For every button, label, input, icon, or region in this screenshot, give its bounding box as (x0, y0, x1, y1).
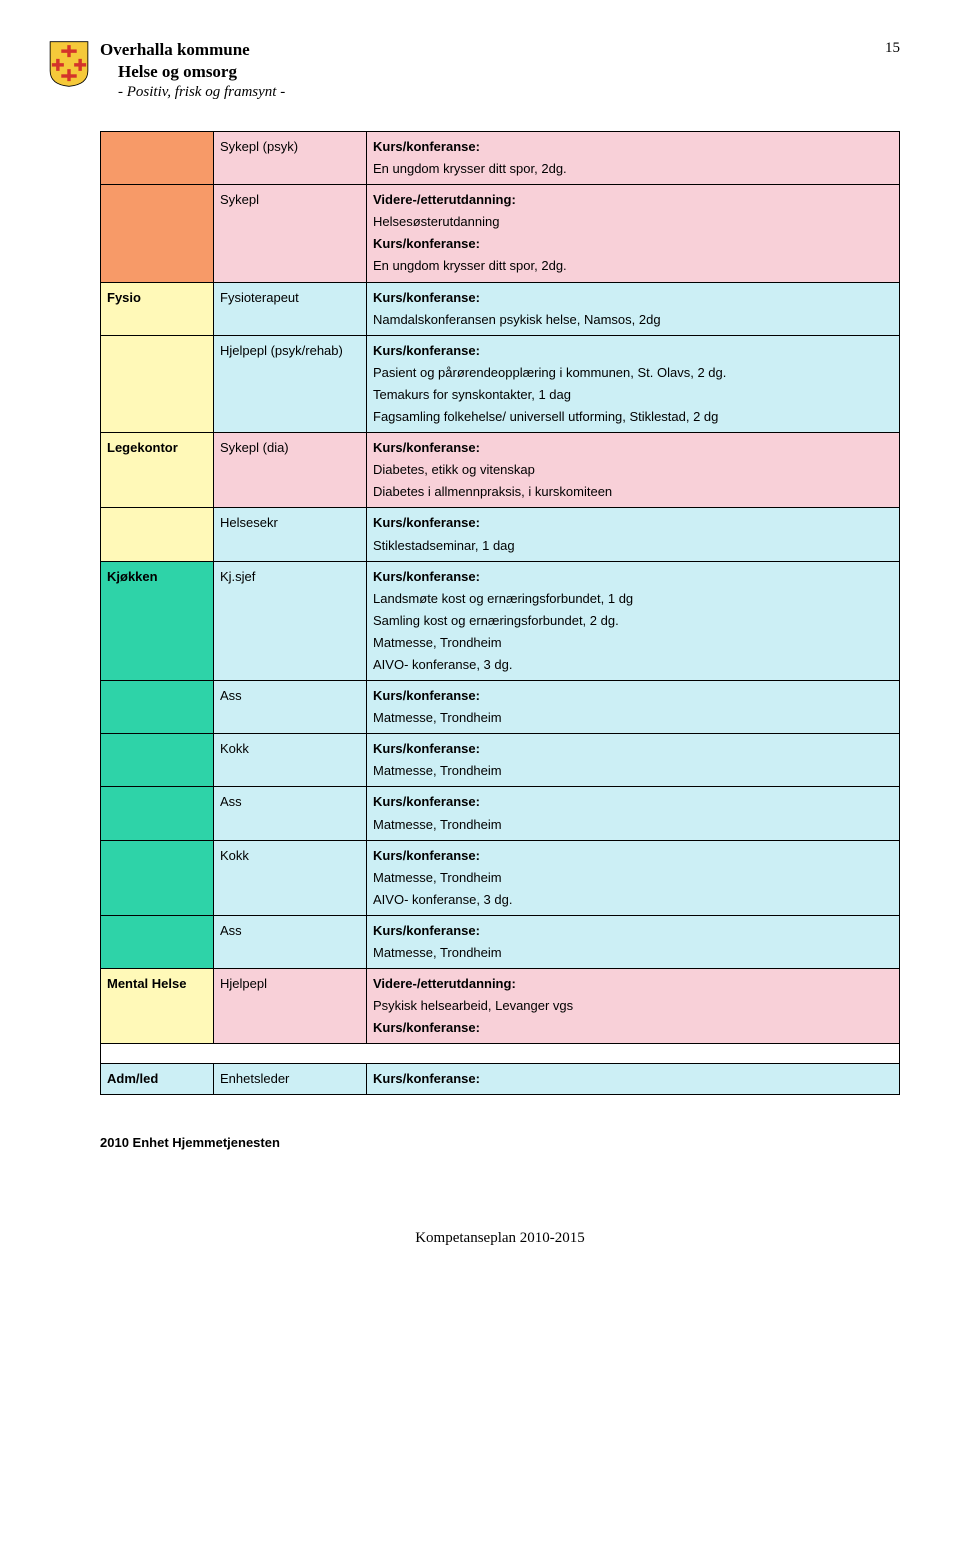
header-subtitle: Helse og omsorg (118, 62, 900, 82)
role-cell: Kokk (214, 840, 367, 915)
course-cell: Kurs/konferanse:Matmesse, Trondheim (367, 915, 900, 968)
table-row: Adm/ledEnhetslederKurs/konferanse: (101, 1064, 900, 1095)
header-motto: - Positiv, frisk og framsynt - (118, 84, 900, 101)
course-cell: Videre-/etterutdanning:Helsesøsterutdann… (367, 185, 900, 282)
role-cell: Kj.sjef (214, 561, 367, 680)
role-cell: Hjelpepl (psyk/rehab) (214, 335, 367, 432)
course-cell: Kurs/konferanse: (367, 1064, 900, 1095)
table-row: LegekontorSykepl (dia)Kurs/konferanse:Di… (101, 433, 900, 508)
table-row: AssKurs/konferanse:Matmesse, Trondheim (101, 915, 900, 968)
table-row: KokkKurs/konferanse:Matmesse, TrondheimA… (101, 840, 900, 915)
course-cell: Videre-/etterutdanning:Psykisk helsearbe… (367, 969, 900, 1044)
role-cell: Sykepl (dia) (214, 433, 367, 508)
unit-cell (101, 185, 214, 282)
table-row: KjøkkenKj.sjefKurs/konferanse:Landsmøte … (101, 561, 900, 680)
municipality-logo-icon (45, 40, 93, 88)
table-row: Sykepl (psyk)Kurs/konferanse:En ungdom k… (101, 132, 900, 185)
unit-cell (101, 915, 214, 968)
role-cell: Helsesekr (214, 508, 367, 561)
course-cell: Kurs/konferanse:En ungdom krysser ditt s… (367, 132, 900, 185)
role-cell: Ass (214, 915, 367, 968)
role-cell: Ass (214, 787, 367, 840)
section-note: 2010 Enhet Hjemmetjenesten (100, 1135, 900, 1150)
unit-cell: Fysio (101, 282, 214, 335)
table-row: AssKurs/konferanse:Matmesse, Trondheim (101, 787, 900, 840)
course-cell: Kurs/konferanse:Matmesse, Trondheim (367, 787, 900, 840)
role-cell: Sykepl (psyk) (214, 132, 367, 185)
unit-cell: Adm/led (101, 1064, 214, 1095)
role-cell: Enhetsleder (214, 1064, 367, 1095)
unit-cell (101, 132, 214, 185)
course-cell: Kurs/konferanse:Namdalskonferansen psyki… (367, 282, 900, 335)
table-row: AssKurs/konferanse:Matmesse, Trondheim (101, 681, 900, 734)
unit-cell (101, 840, 214, 915)
course-cell: Kurs/konferanse:Matmesse, Trondheim (367, 734, 900, 787)
unit-cell: Kjøkken (101, 561, 214, 680)
course-cell: Kurs/konferanse:Pasient og pårørendeoppl… (367, 335, 900, 432)
table-row: FysioFysioterapeutKurs/konferanse:Namdal… (101, 282, 900, 335)
role-cell: Ass (214, 681, 367, 734)
course-cell: Kurs/konferanse:Matmesse, TrondheimAIVO-… (367, 840, 900, 915)
unit-cell (101, 681, 214, 734)
unit-cell (101, 335, 214, 432)
table-row: Mental HelseHjelpeplVidere-/etterutdanni… (101, 969, 900, 1044)
unit-cell (101, 508, 214, 561)
competence-table: Sykepl (psyk)Kurs/konferanse:En ungdom k… (100, 131, 900, 1095)
table-row: Hjelpepl (psyk/rehab)Kurs/konferanse:Pas… (101, 335, 900, 432)
page-number: 15 (885, 40, 900, 57)
table-row: SykeplVidere-/etterutdanning:Helsesøster… (101, 185, 900, 282)
course-cell: Kurs/konferanse:Stiklestadseminar, 1 dag (367, 508, 900, 561)
footer-text: Kompetanseplan 2010-2015 (100, 1230, 900, 1247)
course-cell: Kurs/konferanse:Diabetes, etikk og viten… (367, 433, 900, 508)
table-row: KokkKurs/konferanse:Matmesse, Trondheim (101, 734, 900, 787)
unit-cell: Legekontor (101, 433, 214, 508)
role-cell: Hjelpepl (214, 969, 367, 1044)
unit-cell: Mental Helse (101, 969, 214, 1044)
unit-cell (101, 734, 214, 787)
role-cell: Sykepl (214, 185, 367, 282)
course-cell: Kurs/konferanse:Landsmøte kost og ernæri… (367, 561, 900, 680)
document-header: Overhalla kommune Helse og omsorg - Posi… (100, 40, 900, 101)
table-row: HelsesekrKurs/konferanse:Stiklestadsemin… (101, 508, 900, 561)
role-cell: Kokk (214, 734, 367, 787)
header-title: Overhalla kommune (100, 40, 900, 60)
unit-cell (101, 787, 214, 840)
role-cell: Fysioterapeut (214, 282, 367, 335)
course-cell: Kurs/konferanse:Matmesse, Trondheim (367, 681, 900, 734)
